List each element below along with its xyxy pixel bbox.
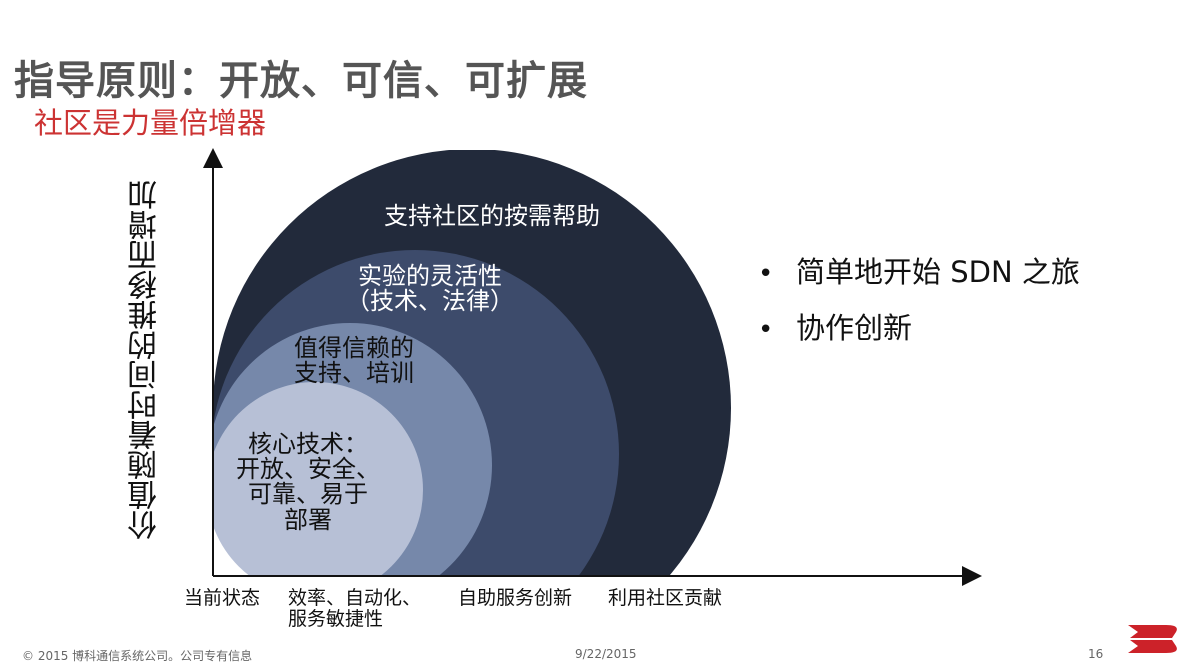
footer-date: 9/22/2015	[575, 647, 637, 661]
slide-title: 指导原则：开放、可信、可扩展	[14, 58, 588, 104]
x-tick-current-state: 当前状态	[184, 587, 261, 609]
arc-core-technology	[213, 382, 423, 576]
arc-label-trusted-support: 值得信赖的 支持、培训	[294, 334, 414, 388]
bullet-text: 协作创新	[796, 311, 913, 345]
arc-label-core-technology: 核心技术： 开放、安全、 可靠、易于 部署	[236, 430, 380, 534]
bullet-item: • 简单地开始 SDN 之旅	[758, 252, 1080, 308]
bullet-list: • 简单地开始 SDN 之旅 • 协作创新	[758, 252, 1080, 364]
footer-copyright: © 2015 博科通信系统公司。公司专有信息	[22, 649, 253, 663]
bullet-marker: •	[758, 259, 774, 289]
brocade-b-logo-icon	[1128, 625, 1177, 653]
bullet-text: 简单地开始 SDN 之旅	[796, 255, 1080, 289]
arc-label-experiment-flexibility: 实验的灵活性 （技术、法律）	[346, 262, 514, 316]
bullet-marker: •	[758, 315, 774, 345]
arc-label-community-support: 支持社区的按需帮助	[384, 202, 600, 230]
bullet-item: • 协作创新	[758, 308, 1080, 364]
x-tick-self-service: 自助服务创新	[458, 587, 573, 609]
x-tick-community-contribution: 利用社区贡献	[608, 587, 723, 609]
slide-subtitle: 社区是力量倍增器	[34, 106, 267, 140]
page-number: 16	[1088, 647, 1104, 661]
x-tick-efficiency: 效率、自动化、 服务敏捷性	[288, 587, 422, 630]
